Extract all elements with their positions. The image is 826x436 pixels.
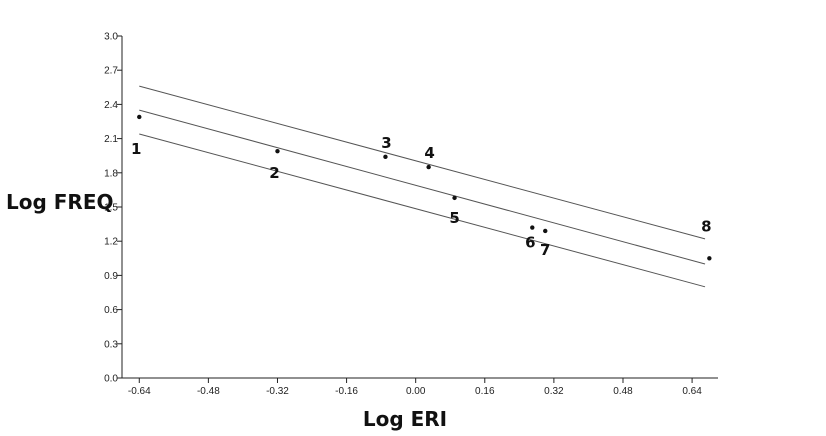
data-point xyxy=(275,148,280,154)
point-label: 7 xyxy=(540,241,550,259)
point-labels: 1 2 3 4 5 6 7 8 xyxy=(131,134,712,259)
point-label: 4 xyxy=(424,144,434,162)
y-tick-label: 3.0 xyxy=(104,32,118,43)
point-label: 2 xyxy=(269,164,279,182)
x-tick-label: -0.48 xyxy=(197,386,220,397)
y-tick-label: 1.5 xyxy=(104,203,118,214)
y-tick-label: 2.7 xyxy=(104,66,118,77)
data-point xyxy=(426,164,431,170)
y-tick-label: 0.6 xyxy=(104,305,118,316)
data-point xyxy=(452,195,457,201)
regression-line-upper xyxy=(139,85,706,240)
point-label: 8 xyxy=(701,217,711,235)
y-tick-label: 2.4 xyxy=(104,100,118,111)
x-tick-label: 0.16 xyxy=(475,386,495,397)
x-axis: -0.64 -0.48 -0.32 -0.16 0.00 0.16 0.32 0.48 0.64 xyxy=(122,377,718,397)
x-tick-label: 0.00 xyxy=(406,386,426,397)
point-label: 3 xyxy=(381,134,391,152)
y-axis: 0.0 0.3 0.6 0.9 1.2 1.5 1.8 2.1 2.4 2.7 3.0 xyxy=(104,32,123,385)
y-tick-label: 0.0 xyxy=(104,374,118,385)
data-point xyxy=(137,114,142,120)
y-axis-title: Log FREQ xyxy=(6,190,114,214)
regression-lines xyxy=(139,85,706,288)
point-label: 1 xyxy=(131,140,141,158)
x-tick-label: -0.16 xyxy=(335,386,358,397)
data-point xyxy=(707,256,712,261)
x-tick-label: 0.48 xyxy=(613,386,633,397)
y-tick-label: 1.2 xyxy=(104,237,118,248)
x-tick-label: -0.64 xyxy=(128,386,151,397)
data-points xyxy=(137,114,712,261)
data-point xyxy=(530,225,535,230)
regression-line-lower xyxy=(139,133,706,288)
regression-line-fit xyxy=(139,109,706,265)
point-label: 6 xyxy=(525,234,535,252)
y-tick-label: 1.8 xyxy=(104,168,118,179)
y-tick-label: 0.9 xyxy=(104,271,118,282)
y-tick-label: 0.3 xyxy=(104,339,118,350)
x-tick-label: 0.32 xyxy=(544,386,564,397)
data-point xyxy=(383,154,388,160)
data-point xyxy=(543,228,548,234)
x-axis-title: Log ERI xyxy=(363,407,447,431)
point-label: 5 xyxy=(449,209,459,227)
y-tick-label: 2.1 xyxy=(104,134,118,145)
x-tick-label: -0.32 xyxy=(266,386,289,397)
x-tick-label: 0.64 xyxy=(682,386,702,397)
